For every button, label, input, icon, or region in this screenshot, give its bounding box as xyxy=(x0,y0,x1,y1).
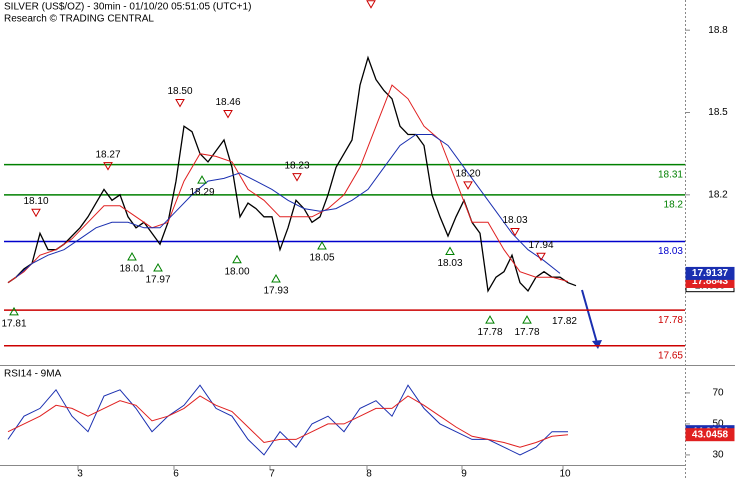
low-marker xyxy=(317,241,327,250)
high-marker xyxy=(103,162,113,171)
x-tick-label: 8 xyxy=(366,469,372,480)
level-label: 17.65 xyxy=(658,350,683,361)
low-marker xyxy=(153,262,163,272)
high-label: 18.03 xyxy=(502,215,527,226)
high-marker xyxy=(175,99,185,108)
low-marker xyxy=(127,251,137,261)
series-line xyxy=(7,55,577,293)
high-label: 18.46 xyxy=(215,97,240,108)
chart-title: SILVER (US$/OZ) - 30min - 01/10/20 05:51… xyxy=(4,2,251,13)
high-label: 18.50 xyxy=(167,86,192,97)
series-line xyxy=(7,84,569,284)
low-label: 18.00 xyxy=(224,266,249,277)
level-label: 18.31 xyxy=(658,169,683,180)
y-tick-label: 18.8 xyxy=(708,25,728,36)
y-tick-label: 18.5 xyxy=(708,107,728,118)
y-tick-label: 70 xyxy=(712,388,724,399)
low-marker xyxy=(9,306,19,316)
level-label: 18.03 xyxy=(658,246,683,257)
low-label: 17.97 xyxy=(145,275,170,286)
low-marker xyxy=(232,254,242,264)
x-tick-label: 6 xyxy=(173,469,179,480)
high-label: 18.23 xyxy=(284,160,309,171)
high-marker xyxy=(292,173,302,182)
high-label: 18.20 xyxy=(455,168,480,179)
value-box-label: 43.0458 xyxy=(692,429,729,440)
level-label: 18.2 xyxy=(664,199,684,210)
low-marker xyxy=(522,315,532,324)
high-label: 17.94 xyxy=(528,240,553,251)
y-tick-label: 50 xyxy=(712,419,724,430)
x-tick-label: 9 xyxy=(461,469,467,480)
low-label: 17.81 xyxy=(1,319,26,330)
low-label: 17.78 xyxy=(477,327,502,338)
high-marker xyxy=(223,109,233,119)
series-line xyxy=(15,134,561,278)
low-label: 18.05 xyxy=(309,253,334,264)
price-note: 17.82 xyxy=(552,316,577,327)
x-tick-label: 3 xyxy=(77,469,83,480)
forecast-arrowhead xyxy=(592,340,602,349)
low-marker xyxy=(271,273,281,283)
low-label: 18.03 xyxy=(437,258,462,269)
value-box xyxy=(685,266,735,280)
low-marker xyxy=(197,175,207,184)
y-tick-label: 18.2 xyxy=(708,189,728,200)
value-box xyxy=(685,428,735,442)
high-marker xyxy=(536,252,546,262)
x-tick-label: 7 xyxy=(269,469,275,480)
y-tick-label: 30 xyxy=(712,450,724,461)
value-box-label: 17.8843 xyxy=(692,276,729,287)
x-tick-label: 10 xyxy=(559,469,571,480)
level-label: 17.78 xyxy=(658,315,683,326)
high-label: 18.10 xyxy=(23,196,48,207)
low-label: 18.01 xyxy=(119,264,144,275)
forecast-arrow xyxy=(581,289,598,344)
high-label: 18.27 xyxy=(95,149,120,160)
series-line xyxy=(7,395,569,448)
low-marker xyxy=(485,315,495,324)
rsi-title: RSI14 - 9MA xyxy=(4,369,62,380)
high-marker xyxy=(366,0,376,9)
value-box-label: 17.9137 xyxy=(692,268,729,279)
low-marker xyxy=(445,246,455,256)
high-marker xyxy=(463,181,473,190)
high-marker xyxy=(31,208,41,218)
low-label: 18.29 xyxy=(189,187,214,198)
chart-subtitle: Research © TRADING CENTRAL xyxy=(4,14,154,25)
high-marker xyxy=(510,228,520,237)
low-label: 17.78 xyxy=(514,327,539,338)
low-label: 17.93 xyxy=(263,286,288,297)
